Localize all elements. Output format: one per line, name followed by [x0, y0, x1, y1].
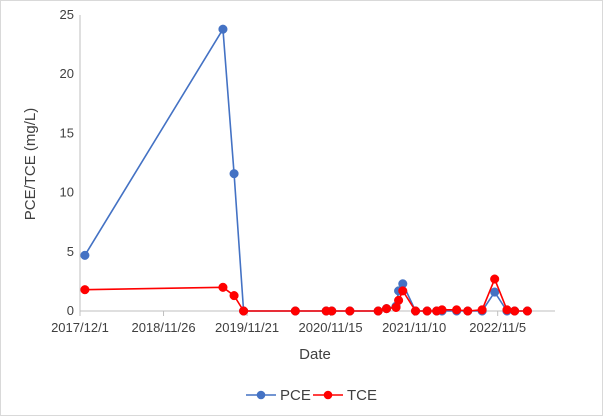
x-tick-label: 2020/11/15: [299, 320, 363, 335]
data-point-tce: [290, 306, 300, 316]
y-tick-label: 0: [67, 303, 74, 318]
legend-label-pce: PCE: [280, 387, 311, 404]
legend-item-tce: TCE: [313, 387, 377, 404]
data-point-tce: [502, 305, 512, 315]
series-line-tce: [84, 276, 528, 312]
y-tick-label: 25: [60, 7, 74, 22]
data-point-tce: [463, 306, 473, 316]
data-point-tce: [218, 282, 228, 292]
data-point-tce: [239, 306, 249, 316]
legend-marker-tce: [323, 390, 333, 400]
y-axis-title: PCE/TCE (mg/L): [22, 108, 39, 221]
y-tick-label: 15: [60, 125, 74, 140]
data-point-tce: [490, 274, 500, 284]
series-tce: [80, 274, 532, 316]
axes: 0 5 10 15 20 25 2017/12/1 2018/11/26 2019/11/21 2…: [51, 7, 555, 335]
y-tick-label: 10: [60, 185, 74, 200]
y-tick-label: 5: [67, 244, 74, 259]
data-point-tce: [80, 285, 90, 295]
data-point-tce: [510, 306, 520, 316]
data-point-tce: [452, 305, 462, 315]
x-tick-label: 2021/11/10: [382, 320, 446, 335]
series-line-pce: [84, 26, 528, 312]
data-point-tce: [410, 306, 421, 316]
data-point-tce: [229, 291, 239, 301]
data-point-tce: [373, 306, 383, 316]
x-tick-label: 2017/12/1: [51, 320, 109, 335]
x-tick-label: 2018/11/26: [131, 320, 195, 335]
series-pce: [80, 24, 532, 316]
data-point-tce: [327, 306, 337, 316]
data-point-tce: [477, 305, 487, 315]
data-point-pce: [229, 169, 239, 179]
x-tick-label: 2022/11/5: [469, 320, 526, 335]
data-point-pce: [80, 250, 90, 260]
y-tick-label: 20: [60, 66, 74, 81]
data-point-tce: [522, 306, 532, 316]
legend: PCE TCE: [246, 387, 377, 404]
y-axis-title-group: PCE/TCE (mg/L): [22, 108, 39, 221]
plot-area: [80, 24, 532, 316]
data-point-tce: [422, 306, 432, 316]
data-point-tce: [398, 286, 408, 296]
data-point-tce: [437, 305, 447, 315]
legend-item-pce: PCE: [246, 387, 311, 404]
data-point-tce: [394, 295, 404, 305]
data-point-pce: [490, 287, 500, 297]
x-tick-label: 2019/11/21: [215, 320, 279, 335]
data-point-tce: [345, 306, 355, 316]
data-point-tce: [381, 304, 392, 314]
legend-label-tce: TCE: [347, 387, 377, 404]
legend-marker-pce: [256, 390, 266, 400]
data-point-pce: [218, 24, 228, 34]
x-axis-title: Date: [299, 346, 331, 363]
